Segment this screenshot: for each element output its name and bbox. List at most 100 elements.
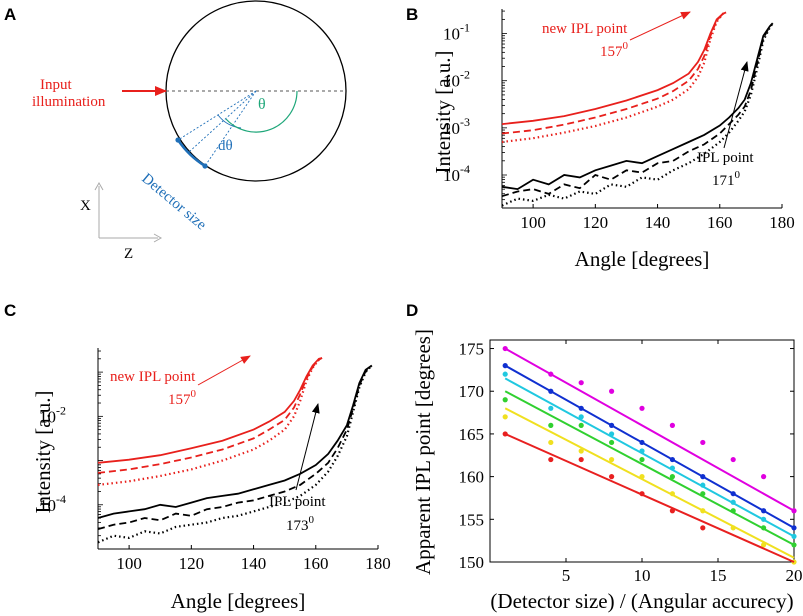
d-data-point [502,371,508,377]
c-series-black-solid [97,364,373,519]
panel-a-letter: A [4,5,16,24]
d-fit-line [504,390,795,546]
d-x-axis-label: (Detector size) / (Angular accurecy) [490,589,793,613]
b-y-tick-label: 10-3 [443,115,470,138]
d-data-point [639,448,645,454]
d-data-point [502,414,508,420]
d-data-point [669,465,676,471]
d-data-point [761,508,767,514]
d-x-ticks: 5 10 15 20 [562,340,803,585]
b-x-ticks: 100 120 140 160 180 [520,204,795,232]
d-data-point [730,508,736,514]
d-data-point [639,491,645,497]
d-x-tick-label: 15 [710,566,727,585]
b-new-ipl-arrow [629,11,691,41]
panel-d-letter: D [406,301,418,320]
d-fit-line [504,407,795,559]
b-series-red-solid [501,11,727,125]
d-data-point [761,516,767,522]
c-x-axis-label: Angle [degrees] [171,589,306,613]
b-ipl-value: 1710 [712,169,741,189]
c-new-ipl-value: 1570 [168,388,197,408]
b-series-red-dotted [501,11,727,144]
b-series-black-solid [501,22,774,191]
d-y-axis-label: Apparent IPL point [degrees] [411,329,435,575]
c-x-tick-label: 140 [241,554,267,573]
detector-ray-2 [204,90,257,167]
d-y-tick-label: 175 [459,340,485,359]
b-x-tick-label: 120 [583,213,609,232]
x-axis-label: X [80,198,91,214]
d-data-point [609,439,615,446]
b-y-axis-label: Intensity [a.u.] [431,50,455,173]
c-y-ticks: 10-2 10-4 [39,350,103,550]
d-data-point [548,388,554,394]
input-label-line2: illumination [32,94,106,110]
d-data-point [669,456,676,463]
d-data-point [791,508,797,514]
c-series-red-dashed [97,357,323,474]
panel-d: D 5 10 15 20 150 155 160 165 170 175 (Detector s… [406,301,803,613]
d-data-point [578,405,584,411]
d-data-point [639,474,645,480]
d-data-point [578,448,584,454]
c-ipl-label: IPL point [269,494,326,510]
d-data-point [502,345,508,352]
d-data-point [730,491,736,497]
d-data-point [502,363,508,369]
b-x-tick-label: 140 [645,213,671,232]
d-data-point [700,491,706,497]
input-label-line1: Input [40,77,72,93]
c-y-axis-label: Intensity [a.u.] [31,390,55,513]
x-axis-arrowhead [94,181,104,191]
c-x-tick-label: 100 [116,554,142,573]
d-data-point [669,508,676,514]
b-y-ticks: 10-1 10-2 10-3 10-4 [443,10,507,209]
d-data-point [609,422,615,428]
b-ipl-label: IPL point [697,150,754,166]
d-data-point [578,414,584,420]
d-y-tick-label: 170 [459,382,485,401]
d-data-point [791,525,797,531]
c-series-black-dotted [97,364,373,544]
d-data-point [669,474,676,480]
detector-edge-dot [202,163,208,169]
c-y-tick-label: 10-4 [39,492,66,515]
panel-b-letter: B [406,5,418,24]
b-x-tick-label: 160 [707,213,733,232]
detector-size-label: Detector size [138,171,209,234]
b-series [501,11,774,207]
d-x-tick-label: 20 [786,566,803,585]
b-y-tick-label: 10-2 [443,68,470,91]
c-new-ipl-label: new IPL point [110,369,196,385]
d-fit-line [504,433,795,563]
d-data-point [639,456,645,463]
b-ipl-arrow [723,61,749,149]
d-data-point [639,405,645,411]
d-data-point [548,405,554,411]
b-y-tick-label: 10-1 [443,21,470,44]
b-x-axis-label: Angle [degrees] [575,247,710,271]
d-fit-line [504,364,795,529]
theta-symbol: θ [258,96,266,113]
d-data-point [578,422,584,428]
c-ipl-arrow [295,403,320,491]
d-data-point [700,525,706,531]
d-data-point [578,380,584,386]
d-series [502,345,797,565]
d-y-tick-label: 150 [459,553,485,572]
dtheta-symbol: dθ [218,138,233,154]
z-axis-label: Z [124,246,133,262]
d-data-point [761,542,767,548]
d-data-point [609,431,615,437]
d-data-point [502,397,508,403]
d-data-point [669,491,676,497]
d-y-tick-label: 165 [459,425,485,444]
b-series-black-dashed [501,22,774,198]
d-fit-line [504,347,795,512]
detector-edge-dot [175,137,181,143]
b-series-red-dashed [501,11,727,135]
d-data-point [502,431,508,437]
d-fit-line [504,377,795,538]
d-data-point [700,508,706,514]
